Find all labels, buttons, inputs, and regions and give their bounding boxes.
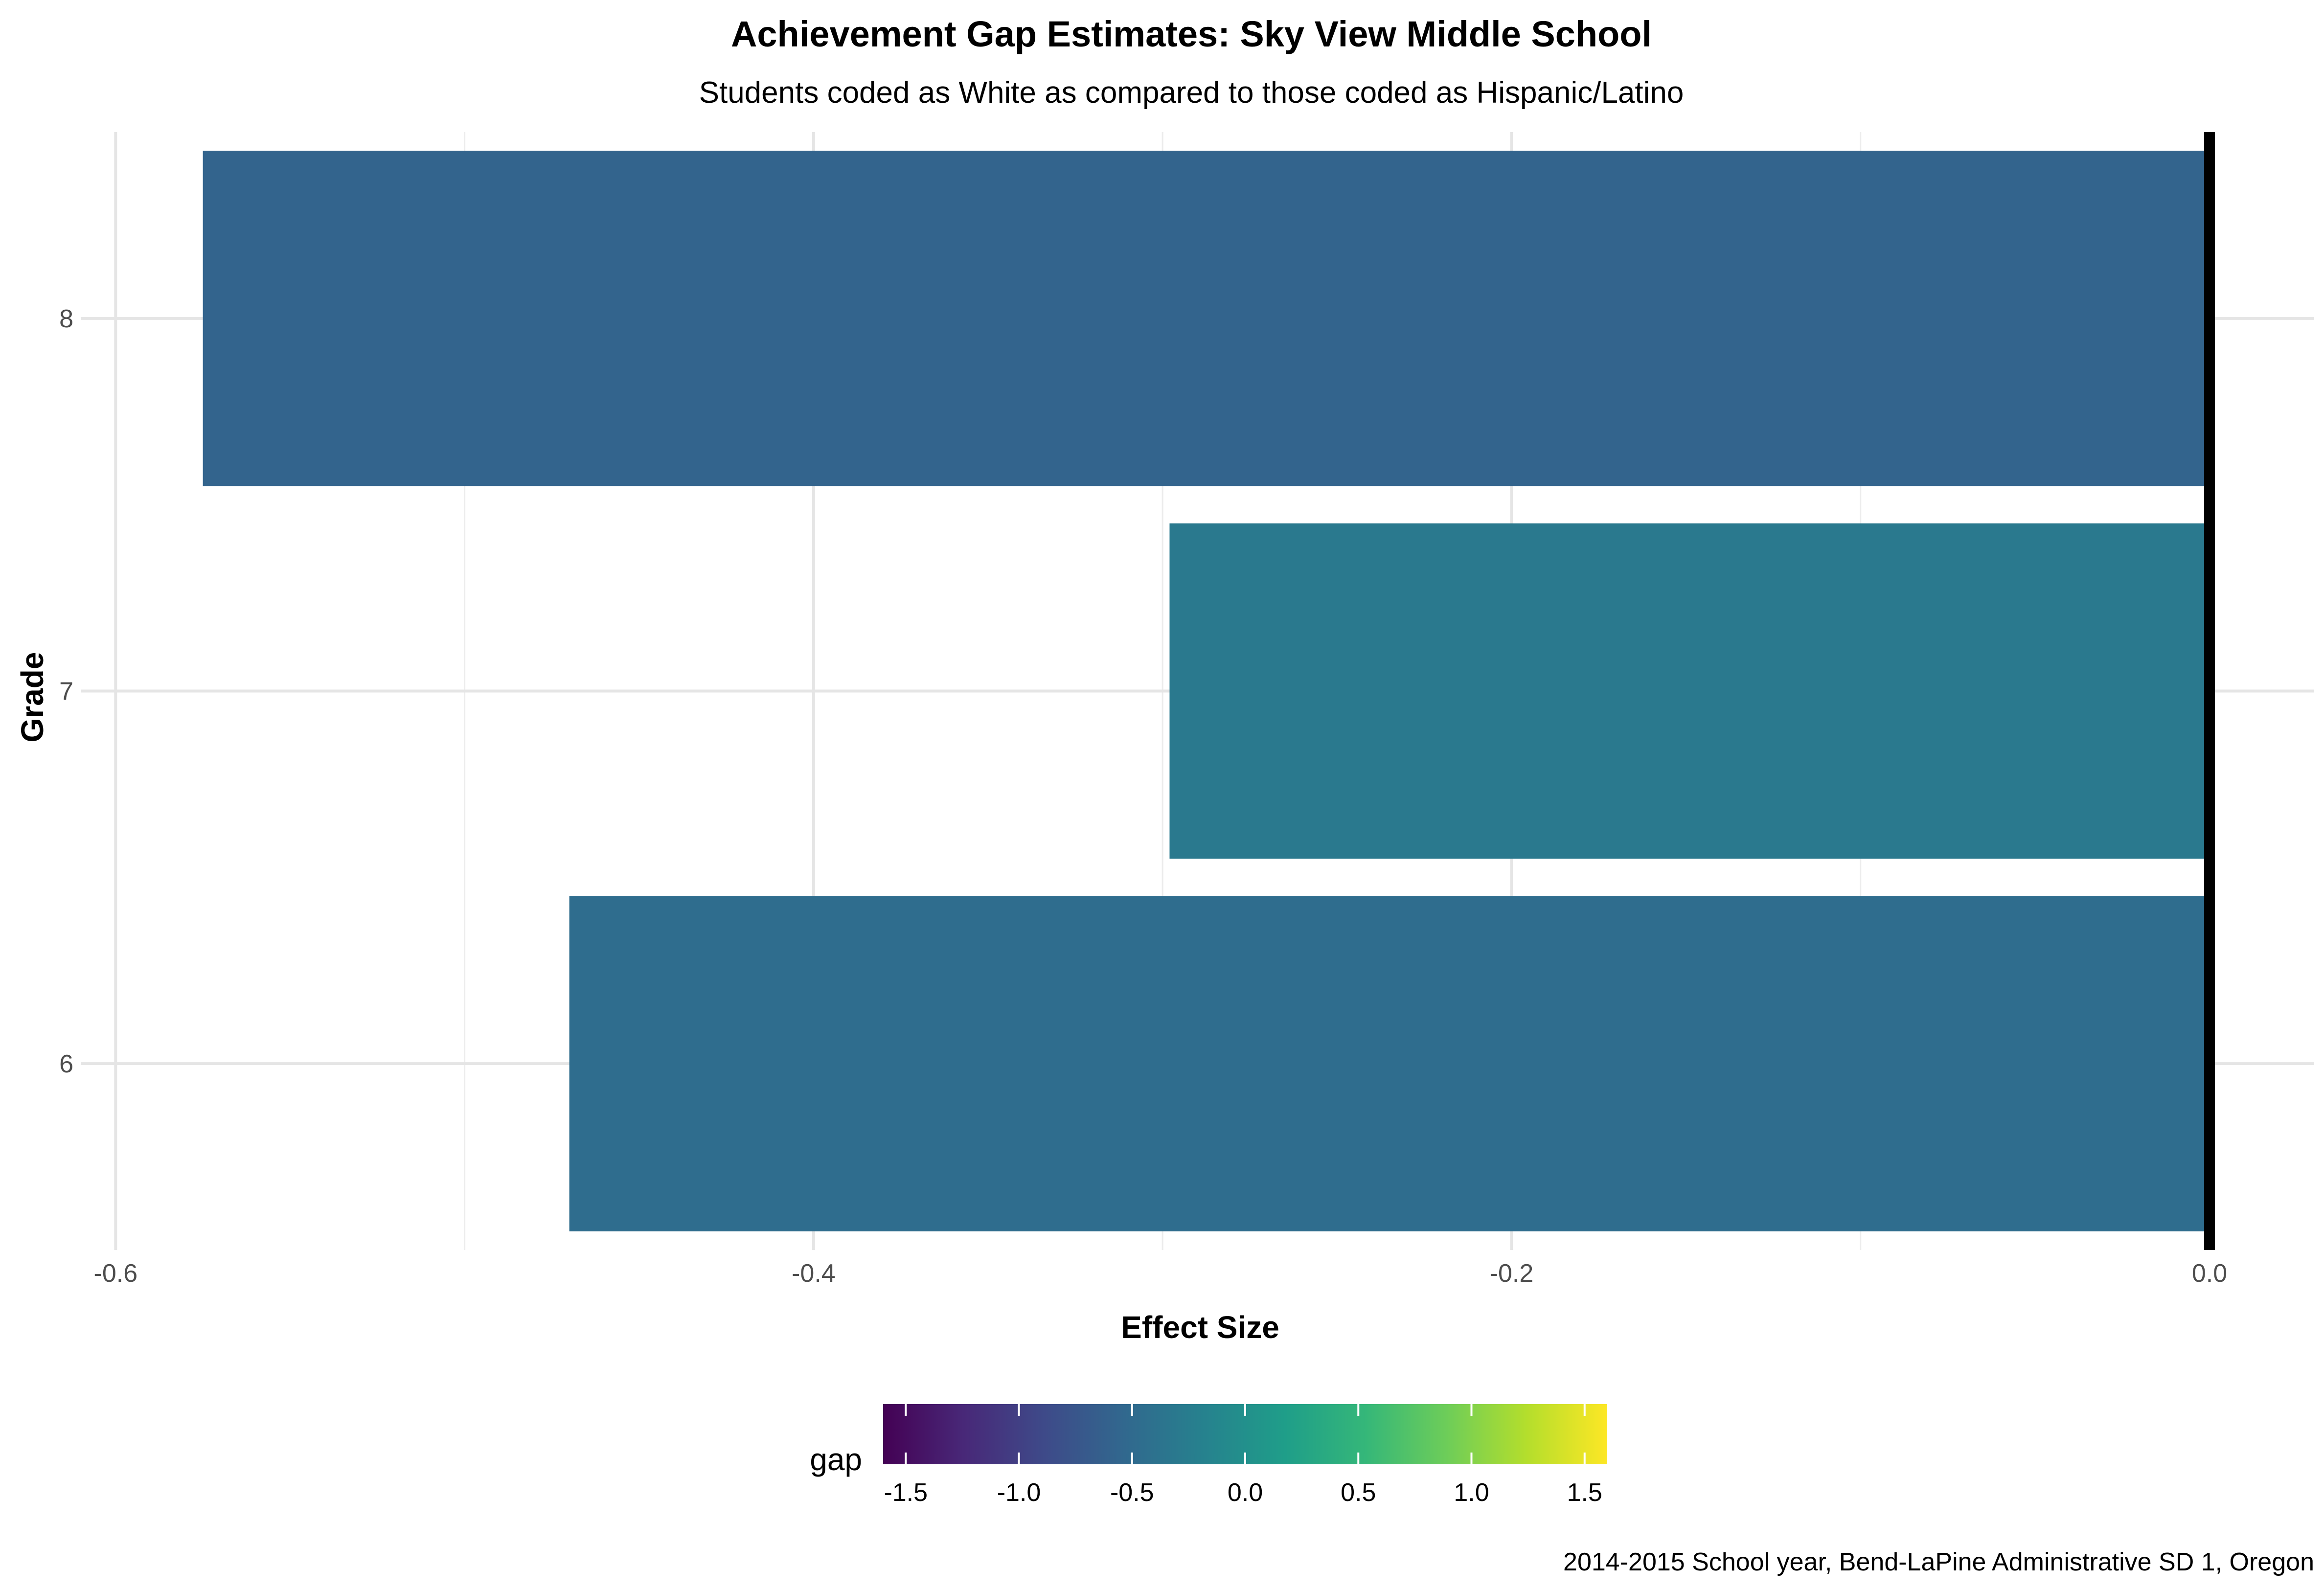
y-axis-ticks: 6 7 8 [59, 305, 73, 1078]
y-axis-title: Grade [15, 652, 50, 743]
legend-ticks: -1.5 -1.0 -0.5 0.0 0.5 1.0 1.5 [884, 1404, 1602, 1507]
caption: 2014-2015 School year, Bend-LaPine Admin… [1563, 1548, 2314, 1576]
y-tick-label: 8 [59, 305, 73, 333]
chart-title: Achievement Gap Estimates: Sky View Midd… [731, 14, 1652, 54]
legend-tick-label: 1.5 [1567, 1478, 1602, 1507]
legend: gap -1.5 -1.0 -0.5 0.0 0.5 1.0 1.5 [810, 1404, 1607, 1507]
chart-subtitle: Students coded as White as compared to t… [699, 76, 1684, 110]
y-tick-label: 7 [59, 678, 73, 706]
x-tick-label: -0.4 [792, 1259, 836, 1288]
legend-tick-label: -1.0 [997, 1478, 1041, 1507]
legend-tick-label: -0.5 [1110, 1478, 1154, 1507]
bar-grade-7 [1169, 523, 2210, 859]
legend-title: gap [810, 1442, 862, 1477]
x-axis-title: Effect Size [1121, 1310, 1279, 1345]
legend-tick-label: 0.5 [1341, 1478, 1376, 1507]
y-tick-label: 6 [59, 1050, 73, 1078]
legend-tick-label: -1.5 [884, 1478, 928, 1507]
bar-grade-6 [569, 896, 2210, 1231]
x-tick-label: -0.6 [94, 1259, 138, 1288]
x-tick-label: -0.2 [1490, 1259, 1534, 1288]
bar-grade-8 [203, 151, 2210, 486]
legend-tick-label: 0.0 [1228, 1478, 1263, 1507]
bars [203, 151, 2210, 1231]
x-axis-ticks: -0.6 -0.4 -0.2 0.0 [94, 1259, 2228, 1288]
x-tick-label: 0.0 [2192, 1259, 2227, 1288]
legend-tick-label: 1.0 [1454, 1478, 1489, 1507]
